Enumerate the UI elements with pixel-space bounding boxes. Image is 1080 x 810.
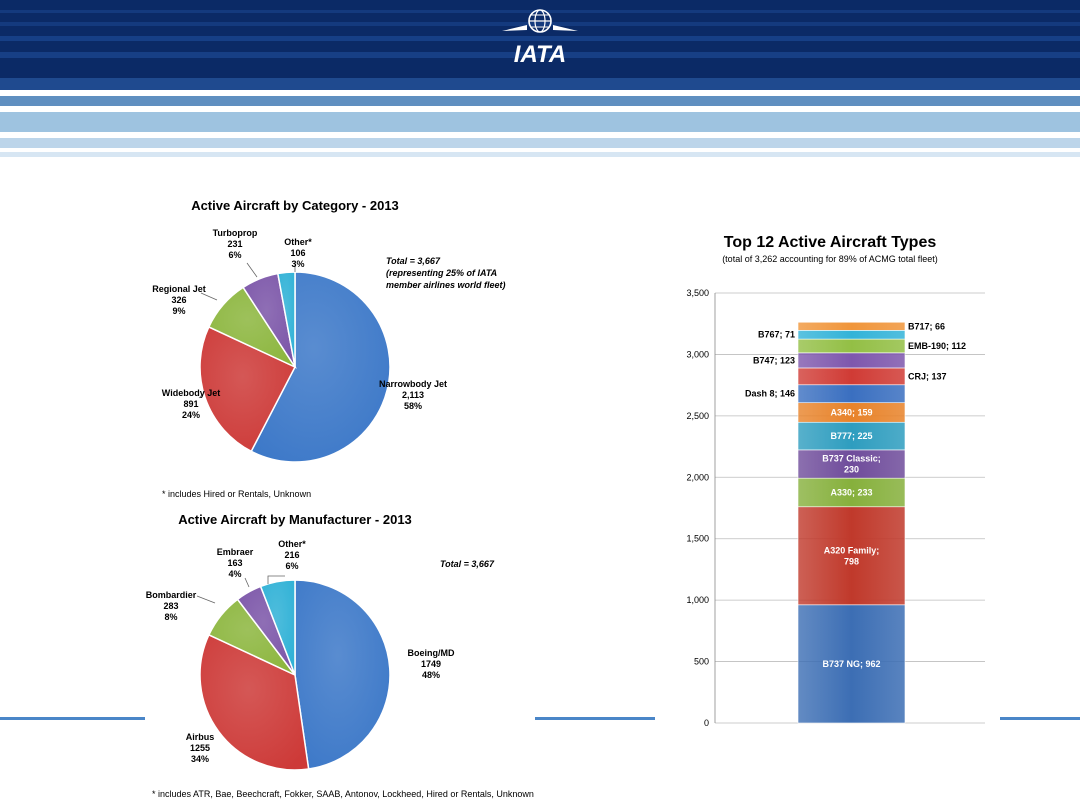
bar-data-label: B737 Classic; bbox=[822, 454, 881, 464]
bar-data-label: A330; 233 bbox=[830, 487, 872, 497]
bar-segment-crj bbox=[797, 367, 906, 386]
category-footnote: * includes Hired or Rentals, Unknown bbox=[162, 489, 312, 499]
pie-label-value: 163 bbox=[227, 558, 242, 568]
y-tick-label: 3,000 bbox=[686, 349, 709, 359]
bar-segment-b737-classic bbox=[797, 449, 906, 479]
pie-label-percent: 6% bbox=[285, 561, 298, 571]
top-types-stacked-bar-chart: Top 12 Active Aircraft Types (total of 3,… bbox=[686, 234, 985, 728]
pie-label-percent: 34% bbox=[191, 754, 209, 764]
bar-data-label: B747; 123 bbox=[753, 355, 795, 365]
pie-leader-line bbox=[198, 393, 204, 399]
pie-slice-widebody-jet bbox=[199, 325, 297, 453]
pie-total-annotation: Total = 3,667 bbox=[386, 256, 441, 266]
bar-data-label: B767; 71 bbox=[758, 330, 795, 340]
middle-accent-line bbox=[535, 717, 655, 720]
y-tick-label: 2,000 bbox=[686, 472, 709, 482]
bar-data-label: 798 bbox=[844, 556, 859, 566]
bar-data-label: Dash 8; 146 bbox=[745, 389, 795, 399]
pie-slice-boeing-md bbox=[294, 579, 391, 770]
bar-segment-b777 bbox=[797, 421, 906, 451]
pie-total-annotation: (representing 25% of IATA bbox=[386, 268, 497, 278]
pie-label-percent: 58% bbox=[404, 401, 422, 411]
pie-label-value: 1749 bbox=[421, 659, 441, 669]
bar-data-label: A340; 159 bbox=[830, 407, 872, 417]
bar-data-label: B777; 225 bbox=[830, 431, 872, 441]
pie-label-name: Turboprop bbox=[213, 228, 258, 238]
pie-label-name: Embraer bbox=[217, 547, 254, 557]
pie-leader-line bbox=[200, 292, 218, 301]
bar-data-label: A320 Family; bbox=[824, 545, 880, 555]
bar-data-label: B717; 66 bbox=[908, 321, 945, 331]
y-tick-label: 0 bbox=[704, 718, 709, 728]
pie-label-name: Other* bbox=[284, 237, 312, 247]
top-types-chart-panel: Top 12 Active Aircraft Types (total of 3,… bbox=[655, 225, 1000, 735]
pie-title: Active Aircraft by Category - 2013 bbox=[191, 198, 399, 213]
pie-label-value: 1255 bbox=[190, 743, 210, 753]
bar-segment-b717 bbox=[797, 321, 906, 331]
pie-label-percent: 3% bbox=[291, 259, 304, 269]
bar-segment-a330 bbox=[797, 477, 906, 508]
pie-label-percent: 6% bbox=[228, 250, 241, 260]
category-pie-chart: Active Aircraft by Category - 2013 Narrow… bbox=[152, 198, 506, 463]
bar-chart-title: Top 12 Active Aircraft Types bbox=[724, 234, 937, 251]
bar-segment-b747 bbox=[797, 352, 906, 369]
bar-segment-dash-8 bbox=[797, 384, 906, 404]
y-tick-label: 500 bbox=[694, 657, 709, 667]
pie-label-percent: 8% bbox=[164, 612, 177, 622]
pie-label-percent: 48% bbox=[422, 670, 440, 680]
pie-leader-line bbox=[196, 595, 216, 604]
right-accent-line bbox=[1000, 717, 1080, 720]
pie-label-value: 2,113 bbox=[402, 390, 424, 400]
pie-label-value: 891 bbox=[183, 399, 198, 409]
pie-label-value: 106 bbox=[290, 248, 305, 258]
manufacturer-footnote: * includes ATR, Bae, Beechcraft, Fokker,… bbox=[152, 789, 534, 799]
bar-segment-b737-ng bbox=[797, 604, 906, 724]
bar-segment-b767 bbox=[797, 330, 906, 340]
bar-data-label: EMB-190; 112 bbox=[908, 341, 966, 351]
pie-leader-line bbox=[267, 575, 285, 584]
y-tick-label: 3,500 bbox=[686, 288, 709, 298]
pie-label-percent: 24% bbox=[182, 410, 200, 420]
pie-label-name: Other* bbox=[278, 539, 306, 549]
pie-leader-line bbox=[246, 262, 258, 278]
y-tick-label: 1,000 bbox=[686, 595, 709, 605]
pie-label-percent: 9% bbox=[172, 306, 185, 316]
pie-label-value: 326 bbox=[171, 295, 186, 305]
bar-data-label: B737 NG; 962 bbox=[822, 659, 880, 669]
pie-label-name: Widebody Jet bbox=[162, 388, 220, 398]
left-accent-line bbox=[0, 717, 145, 720]
pie-label-value: 283 bbox=[163, 601, 178, 611]
pie-slice-airbus bbox=[199, 633, 310, 771]
pie-label-value: 231 bbox=[227, 239, 242, 249]
iata-globe-icon bbox=[502, 9, 578, 33]
bar-chart-subtitle: (total of 3,262 accounting for 89% of AC… bbox=[722, 254, 938, 264]
pie-total-annotation: member airlines world fleet) bbox=[386, 280, 506, 290]
header-banner: IATA bbox=[0, 0, 1080, 157]
y-tick-label: 2,500 bbox=[686, 411, 709, 421]
pie-label-name: Airbus bbox=[186, 732, 215, 742]
manufacturer-pie-panel: Active Aircraft by Manufacturer - 2013 Bo… bbox=[145, 505, 535, 787]
pie-slice-narrowbody-jet bbox=[250, 271, 391, 463]
pie-slice-other bbox=[259, 579, 296, 676]
pie-label-name: Narrowbody Jet bbox=[379, 379, 447, 389]
iata-logo-text: IATA bbox=[514, 41, 566, 68]
pie-label-name: Bombardier bbox=[146, 590, 197, 600]
pie-leader-line bbox=[244, 577, 250, 588]
y-tick-label: 1,500 bbox=[686, 534, 709, 544]
pie-label-name: Boeing/MD bbox=[408, 648, 455, 658]
pie-label-value: 216 bbox=[284, 550, 299, 560]
pie-total-annotation: Total = 3,667 bbox=[440, 559, 495, 569]
pie-title: Active Aircraft by Manufacturer - 2013 bbox=[178, 512, 412, 527]
bar-segment-emb-190 bbox=[797, 338, 906, 354]
pie-label-percent: 4% bbox=[228, 569, 241, 579]
manufacturer-pie-chart: Active Aircraft by Manufacturer - 2013 Bo… bbox=[146, 512, 495, 771]
bar-data-label: 230 bbox=[844, 465, 859, 475]
bar-data-label: CRJ; 137 bbox=[908, 371, 947, 381]
pie-label-name: Regional Jet bbox=[152, 284, 206, 294]
bar-segment-a320-family bbox=[797, 506, 906, 606]
category-pie-panel: Active Aircraft by Category - 2013 Narrow… bbox=[145, 190, 535, 486]
